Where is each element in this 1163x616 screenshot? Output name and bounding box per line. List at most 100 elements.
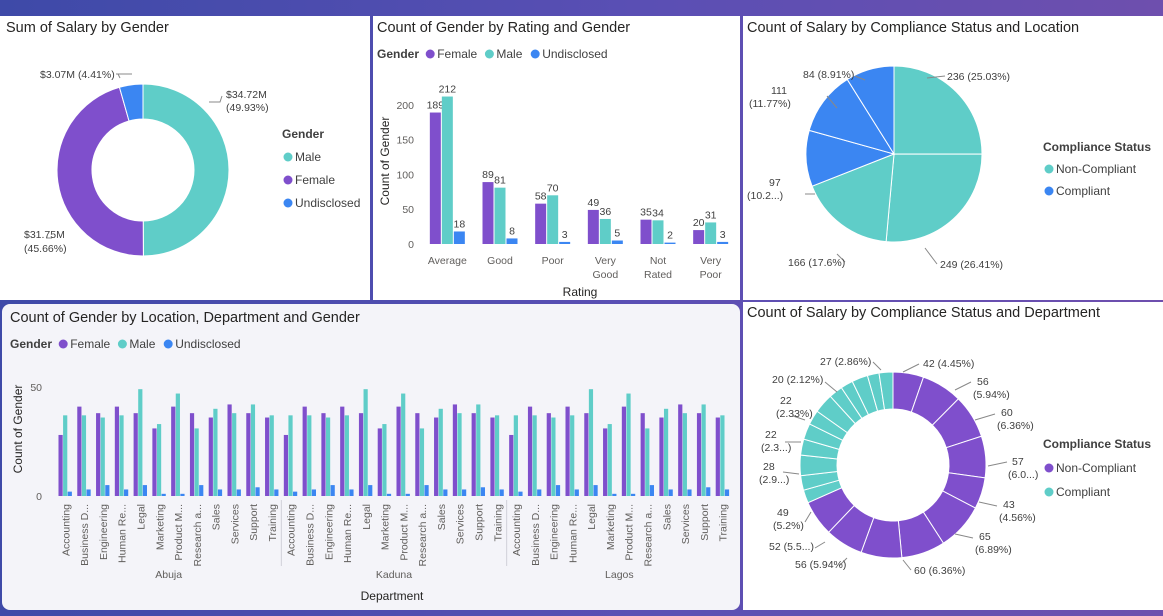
compliance-by-dept-chart: Count of Salary by Compliance Status and… <box>747 305 1151 577</box>
gender-by-rating-panel[interactable]: Count of Gender by Rating and Gender Gen… <box>373 16 740 300</box>
bar <box>274 489 279 496</box>
leader-line <box>838 557 848 567</box>
bar <box>546 413 551 496</box>
bar <box>105 485 110 496</box>
leader-line <box>782 471 800 475</box>
legend-marker <box>1044 463 1054 473</box>
bar <box>307 415 312 496</box>
data-label: 36 <box>599 206 611 218</box>
bar <box>499 489 504 496</box>
bar <box>236 489 241 496</box>
bar <box>330 485 335 496</box>
legend-item: Non-Compliant <box>1056 461 1137 475</box>
bar <box>532 415 537 496</box>
x-tick-label: Support <box>699 504 711 541</box>
chart-title: Count of Salary by Compliance Status and… <box>747 20 1079 36</box>
bar <box>396 406 401 496</box>
data-label: 81 <box>494 175 506 187</box>
data-label: $31.75M <box>24 229 65 241</box>
legend-marker <box>163 339 173 349</box>
legend-marker <box>283 175 293 185</box>
leader-line <box>978 501 998 507</box>
data-label: $3.07M (4.41%) <box>40 69 115 81</box>
bar <box>419 428 425 496</box>
compliance-by-dept-panel[interactable]: Count of Salary by Compliance Status and… <box>743 302 1163 610</box>
bar <box>171 406 176 496</box>
data-label: 31 <box>705 209 717 221</box>
data-label: (6.89%) <box>975 544 1012 556</box>
x-tick-label: Legal <box>136 504 148 530</box>
bar <box>717 241 729 244</box>
gender-by-location-dept-panel[interactable]: Count of Gender by Location, Department … <box>2 304 740 610</box>
bar <box>189 413 195 496</box>
data-label: 22 <box>780 395 792 407</box>
bar <box>232 413 237 496</box>
x-tick-label: Sales <box>436 504 448 530</box>
legend-title: Gender <box>282 127 324 141</box>
data-label: 60 (6.36%) <box>914 565 965 577</box>
salary-by-gender-chart: Sum of Salary by Gender $34.72M(49.93%) $… <box>6 20 360 257</box>
x-tick-label: Business D... <box>79 504 91 566</box>
bar <box>368 485 373 496</box>
bar <box>559 241 571 244</box>
bar <box>537 489 542 496</box>
data-label: 56 <box>977 376 989 388</box>
x-tick-label: Human Re... <box>342 504 354 563</box>
bar <box>480 487 485 496</box>
y-tick-label: 0 <box>408 239 414 251</box>
leader-line <box>954 533 974 539</box>
x-tick-label: Marketing <box>380 504 392 550</box>
legend-item: Non-Compliant <box>1056 162 1137 176</box>
data-label: 57 <box>1012 456 1024 468</box>
data-label: 111 <box>771 85 787 97</box>
compliance-by-location-panel[interactable]: Count of Salary by Compliance Status and… <box>743 16 1163 300</box>
data-label: (2.3...) <box>761 442 791 454</box>
data-label: (45.66%) <box>24 243 67 255</box>
x-tick-label: Average <box>428 255 467 267</box>
x-axis-title: Rating <box>563 285 598 299</box>
bar <box>340 406 345 496</box>
bar <box>386 493 392 496</box>
bar <box>358 413 364 496</box>
compliance-by-location-chart: Count of Salary by Compliance Status and… <box>747 20 1151 271</box>
bar <box>124 489 129 496</box>
bar <box>424 485 429 496</box>
x-tick-label: Engineering <box>323 504 335 560</box>
bar <box>509 434 514 496</box>
data-label: 43 <box>1003 499 1015 511</box>
legend-title: Gender <box>377 47 419 61</box>
bar <box>58 434 63 496</box>
data-label: (2.9...) <box>759 474 789 486</box>
data-label: 42 (4.45%) <box>923 358 974 370</box>
bar <box>180 493 185 496</box>
x-tick-label: Research a... <box>192 504 204 566</box>
legend-item: Male <box>496 47 522 61</box>
y-axis-title: Count of Gender <box>378 117 392 206</box>
salary-by-gender-panel[interactable]: Sum of Salary by Gender $34.72M (49.93%) $… <box>0 16 370 300</box>
bar <box>645 428 650 496</box>
donut-slice <box>56 86 144 257</box>
bar <box>227 404 232 496</box>
legend-marker <box>1044 186 1054 196</box>
bar <box>706 487 711 496</box>
bar <box>687 489 692 496</box>
x-tick-label: Very <box>700 255 722 267</box>
bar <box>156 424 162 496</box>
bar <box>570 415 575 496</box>
legend-marker <box>117 339 127 349</box>
bar <box>344 415 349 496</box>
gender-by-rating-chart: Count of Gender by Rating and Gender Gen… <box>377 20 729 299</box>
bar <box>682 413 687 496</box>
leader-line <box>836 253 846 263</box>
bar <box>588 389 594 496</box>
data-label: 2 <box>667 230 673 242</box>
bar <box>574 489 579 496</box>
x-tick-label: Poor <box>542 255 565 267</box>
bar <box>269 415 274 496</box>
bar <box>363 389 368 496</box>
data-label: 212 <box>439 84 457 96</box>
leader-line <box>209 95 223 103</box>
data-label: $34.72M <box>226 89 267 101</box>
bar <box>438 408 443 496</box>
bar <box>476 404 481 496</box>
